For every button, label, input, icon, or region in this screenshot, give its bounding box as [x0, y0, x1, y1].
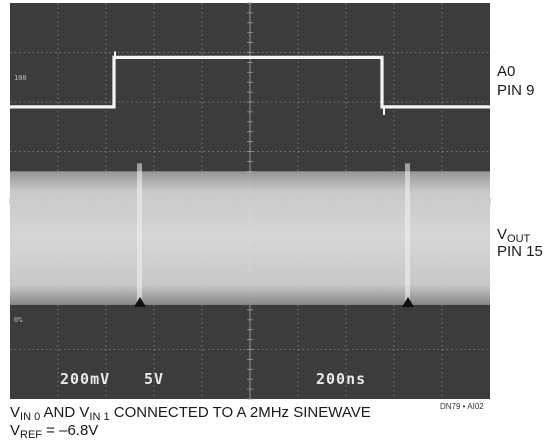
caption-v1: V	[10, 404, 20, 421]
caption-line-1: VIN 0 AND VIN 1 CONNECTED TO A 2MHz SINE…	[10, 404, 371, 423]
caption-sub1: IN 0	[20, 411, 40, 423]
a0-pin-label: PIN 9	[497, 82, 535, 99]
caption-ref-subscript: REF	[20, 429, 42, 441]
vout-envelope-band	[10, 171, 490, 305]
vout-transient-edge	[137, 163, 142, 305]
vout-subscript: OUT	[507, 233, 531, 245]
caption-v2: V	[10, 422, 20, 439]
ch2-scale-readout: 5V	[144, 370, 164, 388]
a0-label: A0	[497, 63, 515, 80]
lower-marker-label: 0%	[14, 316, 23, 324]
upper-marker-label: 100	[14, 74, 27, 82]
ch1-scale-readout: 200mV	[60, 370, 110, 388]
vout-transient-edge	[405, 163, 410, 305]
caption-line-2: VREF = –6.8V	[10, 422, 98, 441]
vout-pin-label: PIN 15	[497, 243, 543, 260]
vout-glitch	[134, 296, 146, 307]
time-scale-readout: 200ns	[316, 370, 366, 388]
vout-label: VOUT	[497, 226, 531, 245]
a0-logic-trace	[10, 55, 490, 109]
caption-sub2: IN 1	[89, 411, 109, 423]
caption-rest: CONNECTED TO A 2MHz SINEWAVE	[110, 404, 371, 421]
caption-mid: AND V	[40, 404, 89, 421]
figure-id: DN79 • AI02	[440, 402, 484, 411]
caption-ref-value: = –6.8V	[42, 422, 98, 439]
vout-glitch	[402, 296, 414, 307]
waveform-traces	[10, 51, 490, 307]
vout-main: V	[497, 226, 507, 243]
